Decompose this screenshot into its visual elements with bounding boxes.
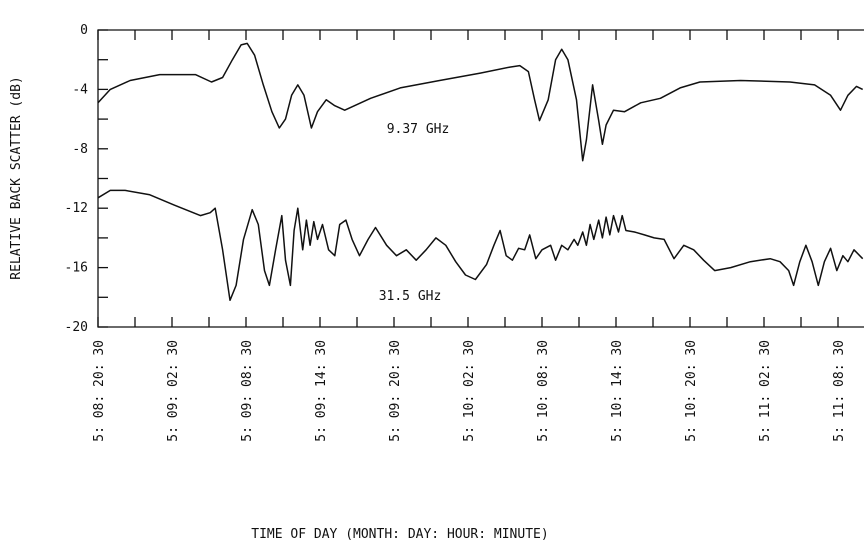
x-tick-label: 5: 10: 08: 30: [536, 340, 551, 442]
x-tick-label: 5: 09: 14: 30: [314, 340, 329, 442]
x-tick-label: 5: 11: 08: 30: [832, 340, 847, 442]
series-line: [97, 42, 864, 162]
series-label: 9.37 GHz: [387, 122, 450, 137]
x-tick-label: 5: 09: 08: 30: [240, 340, 255, 442]
y-tick-label: 0: [80, 23, 88, 38]
y-tick-label: -20: [65, 320, 88, 335]
x-tick-label: 5: 10: 02: 30: [462, 340, 477, 442]
x-tick-label: 5: 09: 20: 30: [388, 340, 403, 442]
y-tick-label: -12: [65, 201, 88, 216]
y-tick-label: -8: [72, 142, 88, 157]
y-axis-label: RELATIVE BACK SCATTER (dB): [9, 76, 24, 280]
x-tick-label: 5: 11: 02: 30: [758, 340, 773, 442]
x-tick-label: 5: 10: 14: 30: [610, 340, 625, 442]
x-axis-label: TIME OF DAY (MONTH: DAY: HOUR: MINUTE): [251, 527, 548, 542]
plot-frame: [97, 29, 864, 328]
series-line: [97, 189, 864, 302]
series-label: 31.5 GHz: [379, 289, 442, 304]
y-tick-label: -4: [72, 82, 88, 97]
y-tick-label: -16: [65, 261, 88, 276]
x-tick-label: 5: 09: 02: 30: [166, 340, 181, 442]
x-tick-label: 5: 08: 20: 30: [92, 340, 107, 442]
x-tick-label: 5: 10: 20: 30: [684, 340, 699, 442]
